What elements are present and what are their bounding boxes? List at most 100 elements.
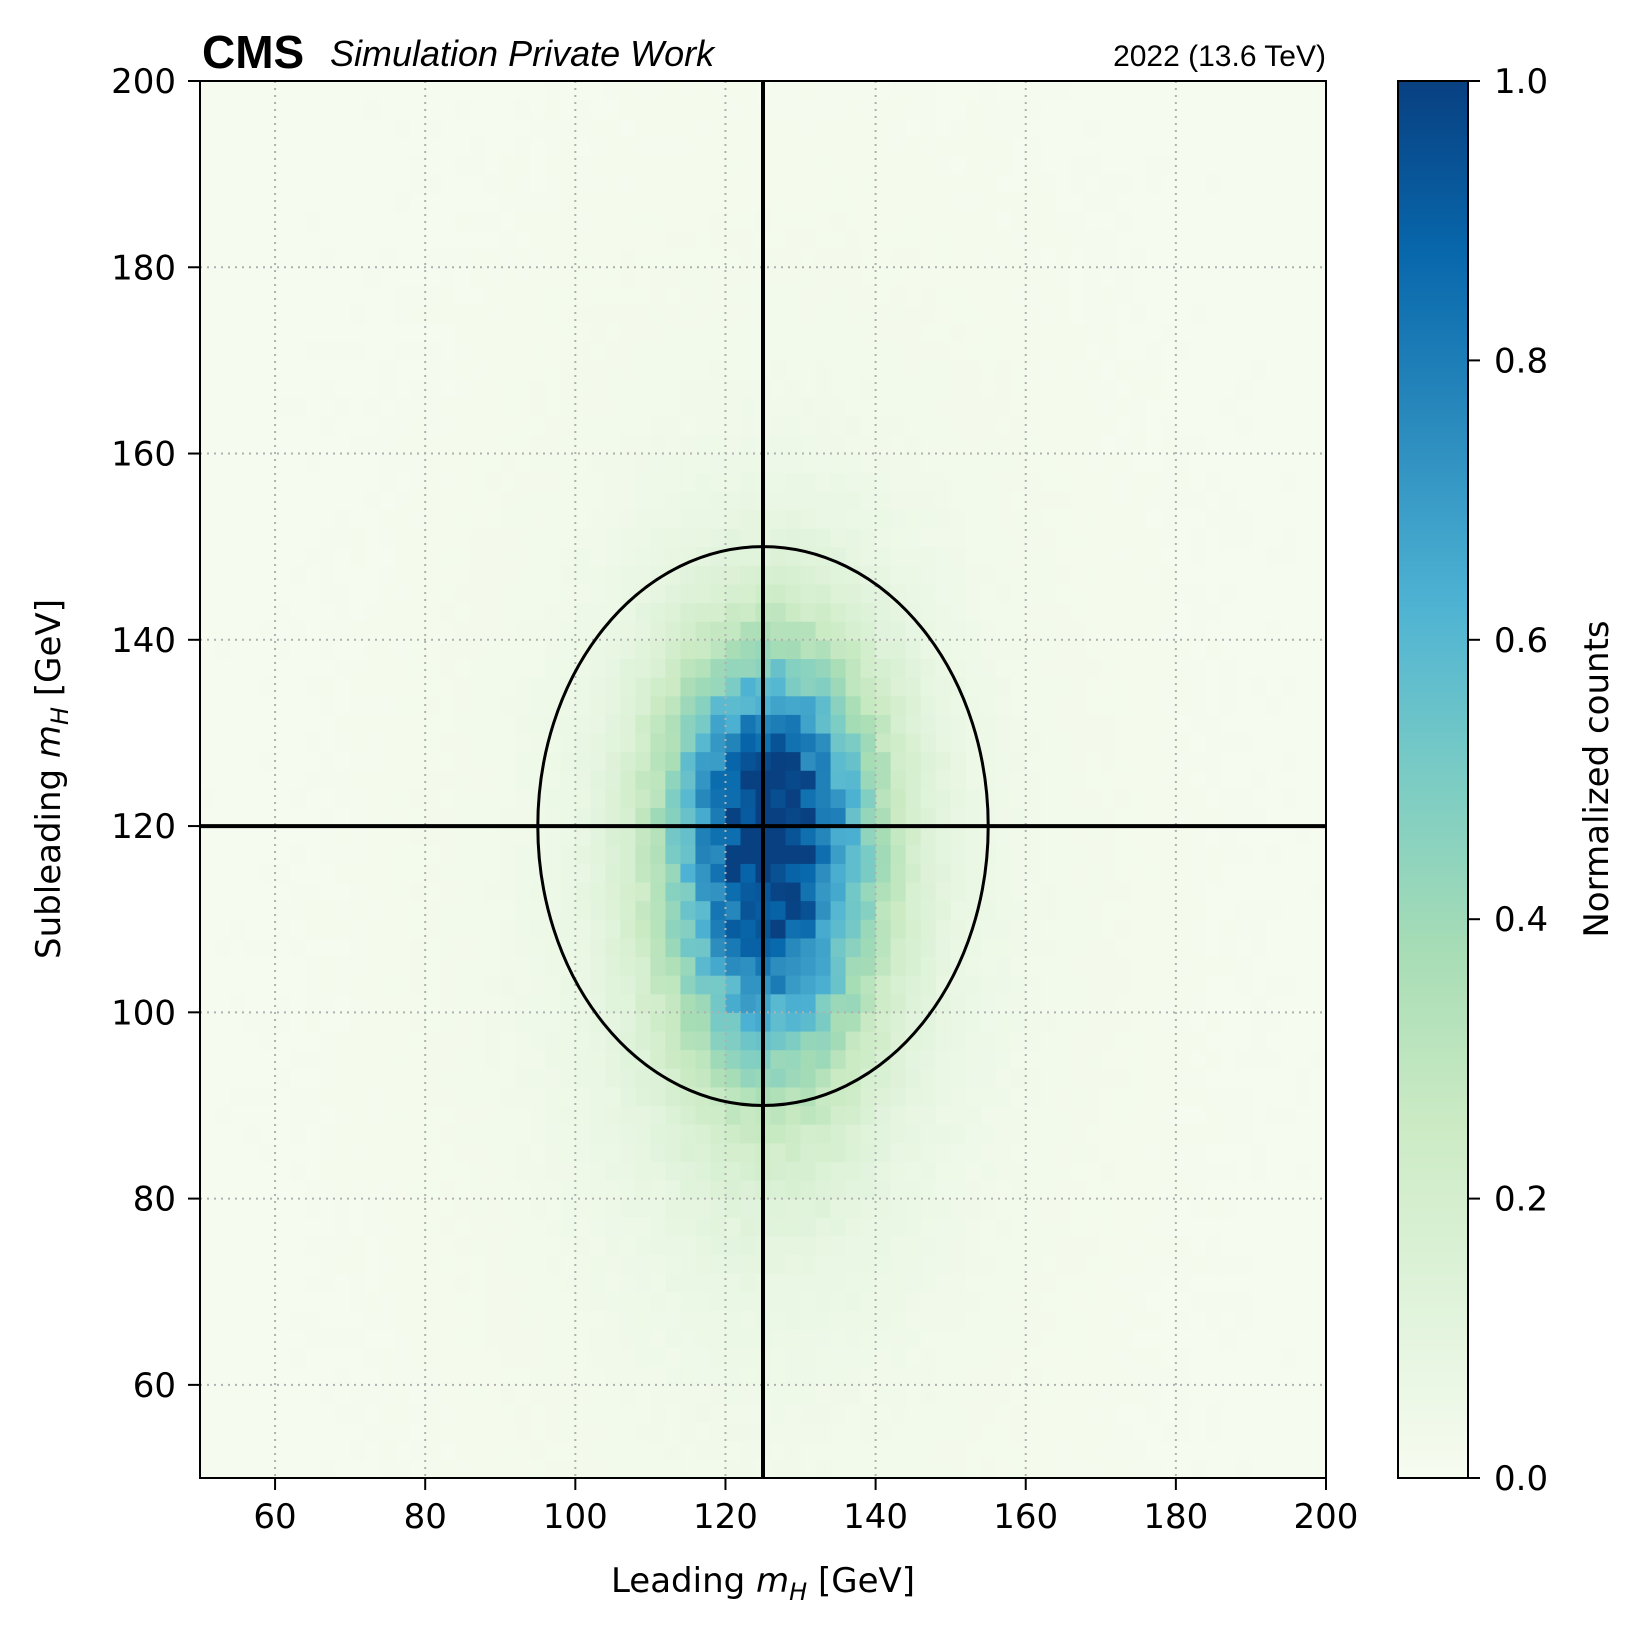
heatmap-cell: [230, 1422, 246, 1442]
heatmap-cell: [635, 639, 651, 660]
heatmap-cell: [200, 1384, 216, 1405]
heatmap-cell: [1085, 1161, 1102, 1181]
heatmap-cell: [1040, 285, 1057, 306]
heatmap-cell: [440, 583, 456, 604]
heatmap-cell: [605, 881, 621, 902]
heatmap-cell: [455, 677, 471, 697]
heatmap-cell: [575, 919, 591, 939]
heatmap-cell: [620, 434, 636, 455]
heatmap-cell: [320, 1366, 336, 1386]
heatmap-cell: [245, 99, 261, 119]
heatmap-cell: [455, 267, 471, 287]
heatmap-cell: [815, 658, 832, 678]
heatmap-cell: [1115, 807, 1132, 827]
heatmap-cell: [1025, 975, 1042, 995]
heatmap-cell: [545, 1384, 561, 1405]
heatmap-cell: [740, 583, 757, 604]
heatmap-cell: [200, 397, 216, 417]
heatmap-cell: [590, 546, 606, 566]
heatmap-cell: [680, 751, 697, 771]
heatmap-cell: [1190, 1328, 1207, 1349]
heatmap-cell: [305, 844, 321, 864]
heatmap-cell: [575, 956, 591, 976]
heatmap-cell: [770, 1440, 787, 1460]
heatmap-cell: [920, 1161, 937, 1181]
heatmap-cell: [350, 807, 366, 827]
heatmap-cell: [1070, 192, 1087, 212]
heatmap-cell: [1040, 1328, 1057, 1349]
heatmap-cell: [335, 1422, 351, 1442]
heatmap-cell: [260, 248, 276, 268]
heatmap-cell: [650, 211, 667, 231]
heatmap-cell: [560, 379, 576, 399]
heatmap-cell: [845, 1310, 862, 1330]
heatmap-cell: [425, 602, 441, 622]
heatmap-cell: [1130, 1254, 1147, 1274]
heatmap-cell: [590, 81, 606, 101]
heatmap-cell: [440, 136, 456, 157]
heatmap-cell: [395, 565, 411, 585]
heatmap-cell: [1055, 285, 1072, 306]
heatmap-cell: [725, 155, 742, 175]
heatmap-cell: [1070, 602, 1087, 622]
heatmap-cell: [995, 1142, 1012, 1162]
heatmap-cell: [1190, 1459, 1207, 1478]
heatmap-cell: [1010, 919, 1027, 939]
heatmap-cell: [500, 546, 516, 566]
heatmap-cell: [965, 1198, 982, 1218]
heatmap-cell: [1160, 99, 1177, 119]
heatmap-cell: [680, 863, 697, 883]
heatmap-cell: [515, 434, 531, 455]
heatmap-cell: [245, 1347, 261, 1367]
heatmap-cell: [365, 285, 381, 306]
heatmap-cell: [965, 770, 982, 790]
heatmap-cell: [485, 732, 501, 753]
heatmap-cell: [1055, 639, 1072, 660]
heatmap-cell: [545, 379, 561, 399]
heatmap-cell: [980, 1459, 997, 1478]
heatmap-cell: [560, 192, 576, 212]
heatmap-cell: [1085, 1254, 1102, 1274]
heatmap-cell: [1160, 956, 1177, 976]
heatmap-cell: [1115, 323, 1132, 343]
heatmap-cell: [995, 695, 1012, 715]
heatmap-cell: [725, 453, 742, 473]
heatmap-cell: [1085, 602, 1102, 622]
heatmap-cell: [590, 360, 606, 380]
heatmap-cell: [695, 993, 712, 1013]
heatmap-cell: [665, 1328, 682, 1349]
heatmap-cell: [815, 341, 832, 361]
heatmap-cell: [305, 565, 321, 585]
heatmap-cell: [455, 304, 471, 324]
heatmap-cell: [635, 453, 651, 473]
heatmap-cell: [275, 174, 291, 194]
heatmap-cell: [875, 81, 892, 101]
heatmap-cell: [245, 248, 261, 268]
heatmap-cell: [365, 1459, 381, 1478]
heatmap-cell: [470, 490, 486, 511]
heatmap-cell: [335, 118, 351, 138]
heatmap-cell: [305, 416, 321, 436]
heatmap-cell: [260, 1217, 276, 1237]
heatmap-cell: [1175, 788, 1192, 809]
heatmap-cell: [1055, 416, 1072, 436]
heatmap-cell: [350, 1440, 366, 1460]
heatmap-cell: [800, 1012, 817, 1032]
heatmap-cell: [800, 174, 817, 194]
heatmap-cell: [950, 416, 967, 436]
heatmap-cell: [710, 379, 727, 399]
heatmap-cell: [1055, 1068, 1072, 1088]
heatmap-cell: [680, 81, 697, 101]
heatmap-cell: [215, 1366, 231, 1386]
heatmap-cell: [890, 1291, 907, 1311]
heatmap-cell: [950, 881, 967, 902]
heatmap-cell: [785, 416, 802, 436]
heatmap-cell: [800, 1235, 817, 1256]
heatmap-cell: [395, 1142, 411, 1162]
heatmap-cell: [470, 844, 486, 864]
heatmap-cell: [905, 453, 922, 473]
heatmap-cell: [440, 732, 456, 753]
heatmap-cell: [245, 1198, 261, 1218]
heatmap-cell: [1160, 770, 1177, 790]
heatmap-cell: [1175, 490, 1192, 511]
